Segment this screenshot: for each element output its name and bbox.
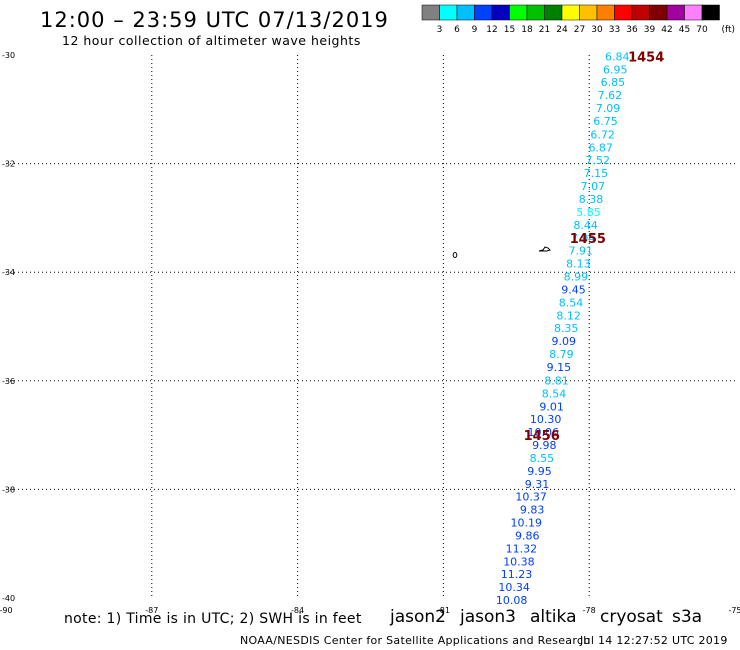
swh-data-label: 8.12	[556, 310, 581, 323]
x-tick-label: -90	[0, 606, 13, 615]
x-tick-label: -81	[437, 606, 450, 615]
island-outline	[452, 252, 458, 258]
generated-timestamp: Jul 14 12:27:52 UTC 2019	[580, 634, 728, 647]
pass-time-label: 1454	[628, 51, 664, 66]
swh-data-label: 10.06	[528, 426, 560, 439]
swh-data-label: 6.87	[588, 141, 613, 154]
legend-jason3: jason3	[460, 607, 516, 627]
swh-data-label: 6.95	[603, 64, 628, 77]
color-tick-label: 9	[472, 25, 478, 35]
x-tick-label: -78	[583, 606, 596, 615]
legend-s3a: s3a	[672, 607, 703, 627]
legend-cryosat: cryosat	[600, 607, 663, 627]
color-tick-label: 45	[679, 25, 690, 35]
color-tick-label: 70	[696, 25, 708, 35]
swh-data-label: 6.85	[601, 76, 626, 89]
chart-subtitle: 12 hour collection of altimeter wave hei…	[62, 33, 361, 48]
swh-data-label: 7.09	[596, 102, 621, 115]
swh-data-label: 9.01	[539, 400, 564, 413]
color-tick-label: 42	[661, 25, 672, 35]
swh-data-label: 10.38	[503, 556, 535, 569]
swh-data-label: 9.09	[552, 335, 577, 348]
swh-data-label: 9.31	[525, 478, 550, 491]
swh-data-label: 5.85	[576, 206, 601, 219]
y-tick-label: -34	[2, 268, 15, 277]
swh-data-label: 7.07	[581, 180, 606, 193]
color-tick-label: 36	[626, 25, 638, 35]
swh-data-label: 10.30	[530, 413, 562, 426]
color-tick-label: 15	[504, 25, 515, 35]
color-tick-label: 21	[539, 25, 550, 35]
swh-data-label: 10.37	[515, 490, 547, 503]
pass-time-label: 1456	[524, 429, 560, 444]
swh-data-label: 6.72	[590, 128, 615, 141]
swh-data-label: 7.15	[584, 167, 609, 180]
color-tick-label: 30	[591, 25, 603, 35]
swh-data-label: 7.91	[569, 244, 594, 257]
swh-data-label: 8.38	[579, 193, 604, 206]
y-tick-label: -36	[2, 377, 15, 386]
x-tick-label: -87	[145, 606, 158, 615]
swh-data-label: 9.45	[561, 284, 586, 297]
x-tick-label: -84	[291, 606, 304, 615]
color-tick-label: 39	[644, 25, 656, 35]
color-tick-label: 27	[574, 25, 585, 35]
color-tick-label: 6	[454, 25, 460, 35]
color-scale-legend: 3 6 9 12 15 18 21 24 27 30 33 36 39 42 45 70 (ft)	[421, 4, 736, 35]
color-tick-label: 3	[437, 25, 443, 35]
legend-jason2: jason2	[390, 607, 446, 627]
swh-data-label: 9.95	[527, 465, 552, 478]
swh-data-label: 8.44	[573, 219, 598, 232]
swh-data-label: 7.62	[598, 89, 623, 102]
swh-data-label: 8.79	[549, 348, 574, 361]
swh-data-label: 8.35	[554, 322, 579, 335]
y-tick-label: -40	[2, 594, 15, 603]
swh-data-label: 6.75	[593, 115, 618, 128]
island-outline	[538, 246, 551, 252]
swh-data-label: 9.83	[520, 503, 545, 516]
color-tick-label: 18	[521, 25, 533, 35]
color-tick-label: 33	[609, 25, 620, 35]
swh-data-label: 11.32	[506, 543, 538, 556]
swh-data-label: 9.15	[547, 361, 572, 374]
swh-data-label: 8.54	[559, 297, 584, 310]
swh-data-label: 11.23	[501, 568, 533, 581]
swh-data-label: 9.98	[532, 439, 557, 452]
swh-data-label: 10.34	[498, 581, 530, 594]
footer-note: note: 1) Time is in UTC; 2) SWH is in fe…	[64, 611, 362, 627]
swh-data-label: 6.84	[605, 51, 630, 64]
color-swatch	[701, 4, 720, 21]
color-unit-label: (ft)	[722, 25, 736, 35]
legend-altika: altika	[530, 607, 577, 627]
chart-title: 12:00 – 23:59 UTC 07/13/2019	[40, 8, 389, 32]
swh-data-label: 9.86	[515, 530, 540, 543]
pass-time-label: 1455	[570, 232, 606, 247]
swh-data-label: 10.08	[496, 594, 528, 607]
y-tick-label: -32	[2, 160, 15, 169]
swh-data-label: 7.94	[571, 232, 596, 245]
y-tick-label: -30	[2, 51, 15, 60]
swh-data-label: 10.19	[510, 517, 542, 530]
y-tick-label: -38	[2, 485, 15, 494]
swh-data-label: 8.81	[544, 374, 569, 387]
swh-data-label: 8.55	[530, 452, 555, 465]
swh-data-label: 7.52	[586, 154, 611, 167]
credit-line: NOAA/NESDIS Center for Satellite Applica…	[240, 634, 591, 647]
color-tick-label: 12	[486, 25, 497, 35]
swh-data-label: 8.13	[566, 258, 591, 271]
color-tick-label: 24	[556, 25, 568, 35]
x-tick-label: -75	[728, 606, 740, 615]
swh-data-label: 8.99	[564, 271, 589, 284]
swh-data-label: 8.54	[542, 387, 567, 400]
